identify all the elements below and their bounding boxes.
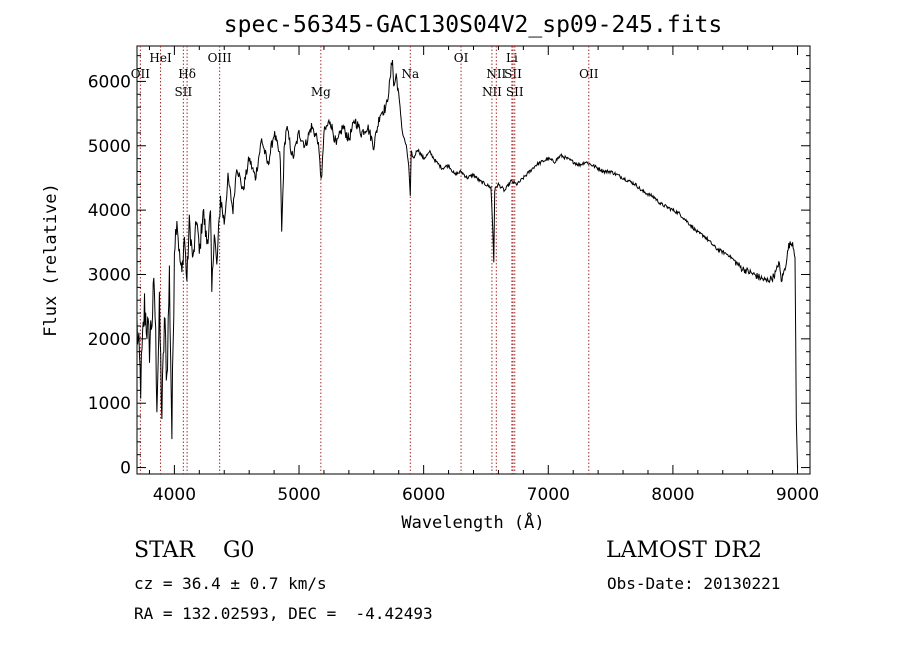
line-marker-label: NII xyxy=(482,85,502,99)
redshift-velocity: cz = 36.4 ± 0.7 km/s xyxy=(134,574,327,593)
y-tick-label: 5000 xyxy=(88,137,131,157)
survey-name: LAMOST DR2 xyxy=(606,538,762,563)
line-marker-label: OII xyxy=(579,67,599,81)
x-tick-label: 7000 xyxy=(527,485,570,505)
coordinates: RA = 132.02593, DEC = -4.42493 xyxy=(134,604,433,623)
x-axis-label: Wavelength (Å) xyxy=(401,511,544,533)
object-class: STAR G0 xyxy=(134,538,255,563)
y-tick-label: 6000 xyxy=(88,72,131,92)
line-marker-label: SII xyxy=(175,85,193,99)
x-tick-label: 9000 xyxy=(776,485,819,505)
line-marker-label: HeI xyxy=(149,51,172,65)
line-marker-label: OII xyxy=(131,67,151,81)
line-marker-label: OI xyxy=(454,51,469,65)
line-marker-label: NII xyxy=(486,67,506,81)
line-marker-label: Li xyxy=(506,51,518,65)
y-tick-label: 4000 xyxy=(88,201,131,221)
x-tick-label: 6000 xyxy=(402,485,445,505)
y-tick-label: 0 xyxy=(120,459,131,479)
y-tick-label: 3000 xyxy=(88,265,131,285)
x-tick-label: 5000 xyxy=(277,485,320,505)
line-marker-label: Na xyxy=(401,67,419,81)
x-tick-label: 8000 xyxy=(651,485,694,505)
x-tick-label: 4000 xyxy=(153,485,196,505)
spectrum-line xyxy=(136,60,798,468)
y-tick-label: 1000 xyxy=(88,394,131,414)
observation-date: Obs-Date: 20130221 xyxy=(607,574,781,593)
line-marker-label: Hδ xyxy=(178,67,196,81)
y-tick-label: 2000 xyxy=(88,330,131,350)
line-marker-label: SII xyxy=(504,67,522,81)
chart-title: spec-56345-GAC130S04V2_sp09-245.fits xyxy=(224,12,723,38)
plot-frame xyxy=(136,45,811,475)
y-axis-label: Flux (relative) xyxy=(41,183,61,337)
line-marker-label: SII xyxy=(506,85,524,99)
line-marker-label: Mg xyxy=(311,85,331,99)
line-marker-label: OIII xyxy=(208,51,232,65)
axis-ticks: 4000 5000 6000 7000 8000 9000 0 1000 2000 3000 400… xyxy=(88,46,819,505)
